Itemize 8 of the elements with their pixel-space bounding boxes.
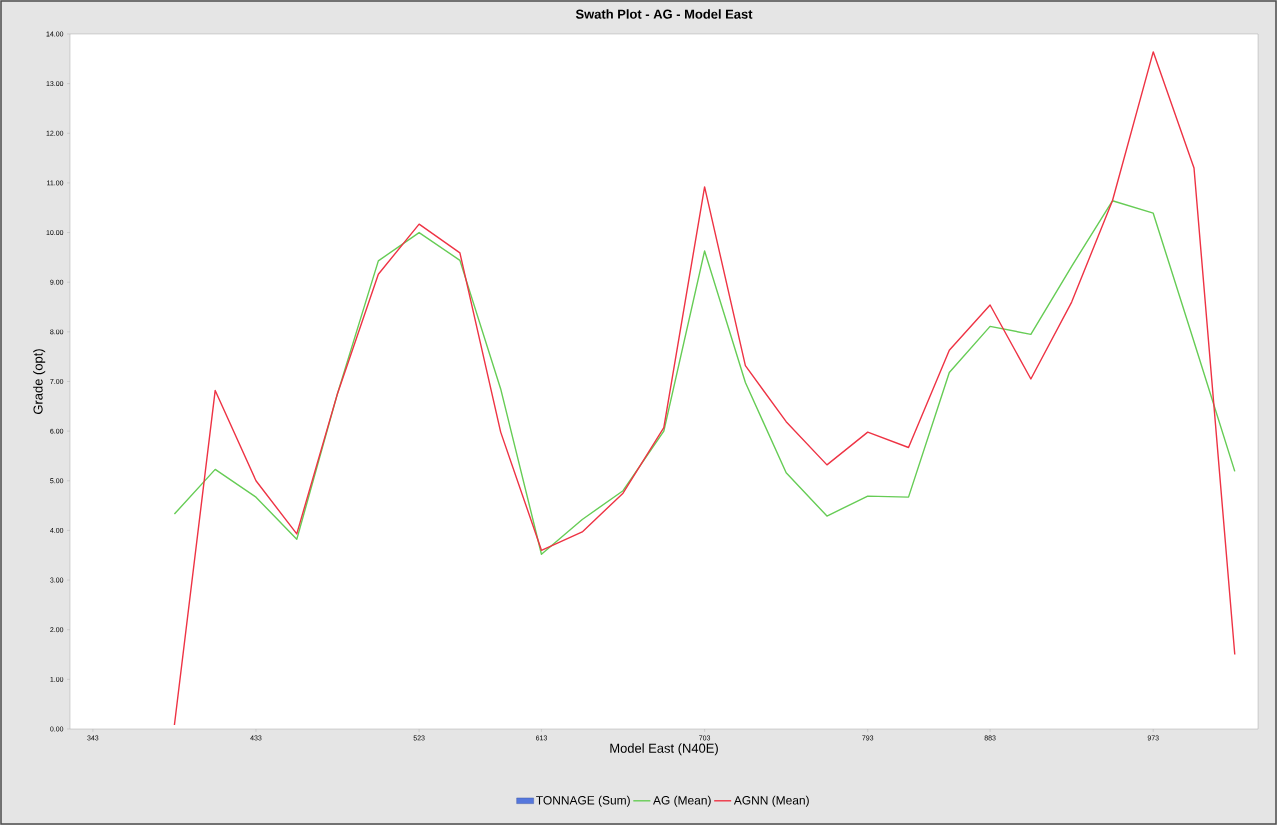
x-axis-title: Model East (N40E) <box>610 743 718 756</box>
y-axis-title: Grade (opt) <box>33 349 46 414</box>
chart-title: Swath Plot - AG - Model East <box>575 9 753 19</box>
legend-label: AG (Mean) <box>653 795 711 807</box>
legend-label: TONNAGE (Sum) <box>536 795 630 807</box>
legend-label: AGNN (Mean) <box>733 795 809 807</box>
line-series <box>173 51 1236 726</box>
line-series <box>173 200 1236 555</box>
